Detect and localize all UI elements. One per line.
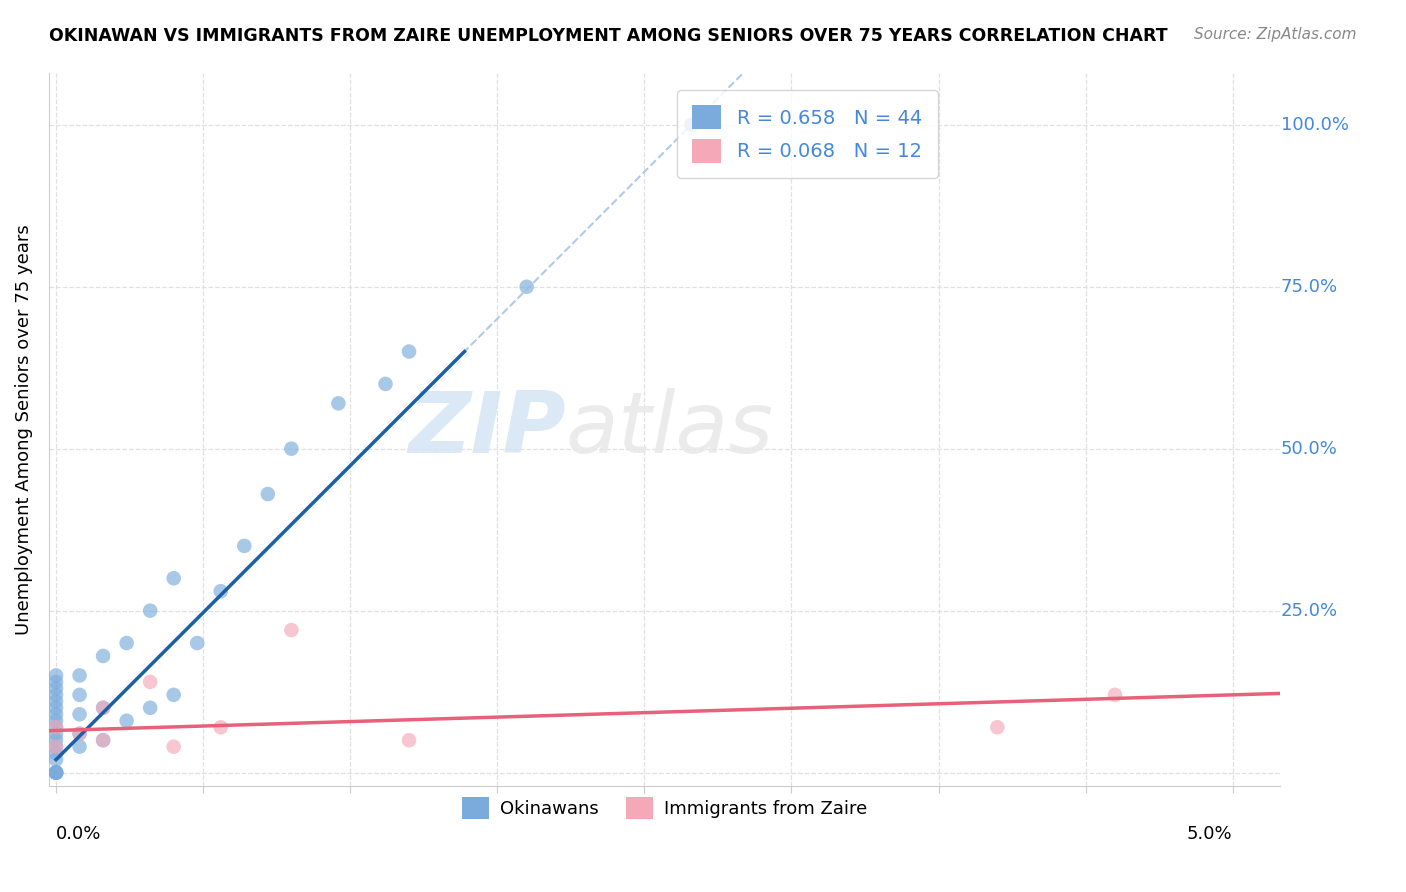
Point [91,648,114,663]
Point [45,720,67,734]
Point [45,727,67,741]
Legend: Okinawans, Immigrants from Zaire: Okinawans, Immigrants from Zaire [454,790,875,826]
Text: Source: ZipAtlas.com: Source: ZipAtlas.com [1194,27,1357,42]
Text: 50.0%: 50.0% [1281,440,1339,458]
Point [209,720,232,734]
Text: 5.0%: 5.0% [1187,825,1233,843]
Text: OKINAWAN VS IMMIGRANTS FROM ZAIRE UNEMPLOYMENT AMONG SENIORS OVER 75 YEARS CORRE: OKINAWAN VS IMMIGRANTS FROM ZAIRE UNEMPL… [49,27,1168,45]
Text: 25.0%: 25.0% [1281,601,1339,620]
Point [69,727,91,741]
Point [45,701,67,715]
Text: 100.0%: 100.0% [1281,116,1348,134]
Point [69,727,91,741]
Point [69,688,91,702]
Point [280,442,302,456]
Point [45,733,67,747]
Y-axis label: Unemployment Among Seniors over 75 years: Unemployment Among Seniors over 75 years [15,224,32,634]
Point [163,688,186,702]
Point [374,376,396,391]
Point [45,707,67,722]
Text: atlas: atlas [565,388,773,471]
Point [256,487,278,501]
Point [45,765,67,780]
Point [139,701,162,715]
Point [209,584,232,599]
Text: ZIP: ZIP [408,388,565,471]
Point [45,765,67,780]
Point [45,765,67,780]
Point [45,720,67,734]
Point [45,765,67,780]
Point [45,688,67,702]
Point [45,746,67,760]
Point [186,636,208,650]
Point [516,279,538,293]
Point [45,681,67,696]
Point [91,733,114,747]
Point [139,674,162,689]
Text: 0.0%: 0.0% [56,825,101,843]
Point [681,118,703,132]
Point [45,753,67,767]
Point [69,668,91,682]
Point [398,344,420,359]
Point [45,674,67,689]
Text: 75.0%: 75.0% [1281,277,1339,296]
Point [45,765,67,780]
Point [398,733,420,747]
Point [91,733,114,747]
Point [45,739,67,754]
Point [91,701,114,715]
Point [115,636,138,650]
Point [280,623,302,637]
Point [163,571,186,585]
Point [163,739,186,754]
Point [139,604,162,618]
Point [69,739,91,754]
Point [91,701,114,715]
Point [45,765,67,780]
Point [115,714,138,728]
Point [1104,688,1126,702]
Point [233,539,256,553]
Point [45,739,67,754]
Point [45,668,67,682]
Point [986,720,1008,734]
Point [69,707,91,722]
Point [328,396,350,410]
Point [45,714,67,728]
Point [45,694,67,708]
